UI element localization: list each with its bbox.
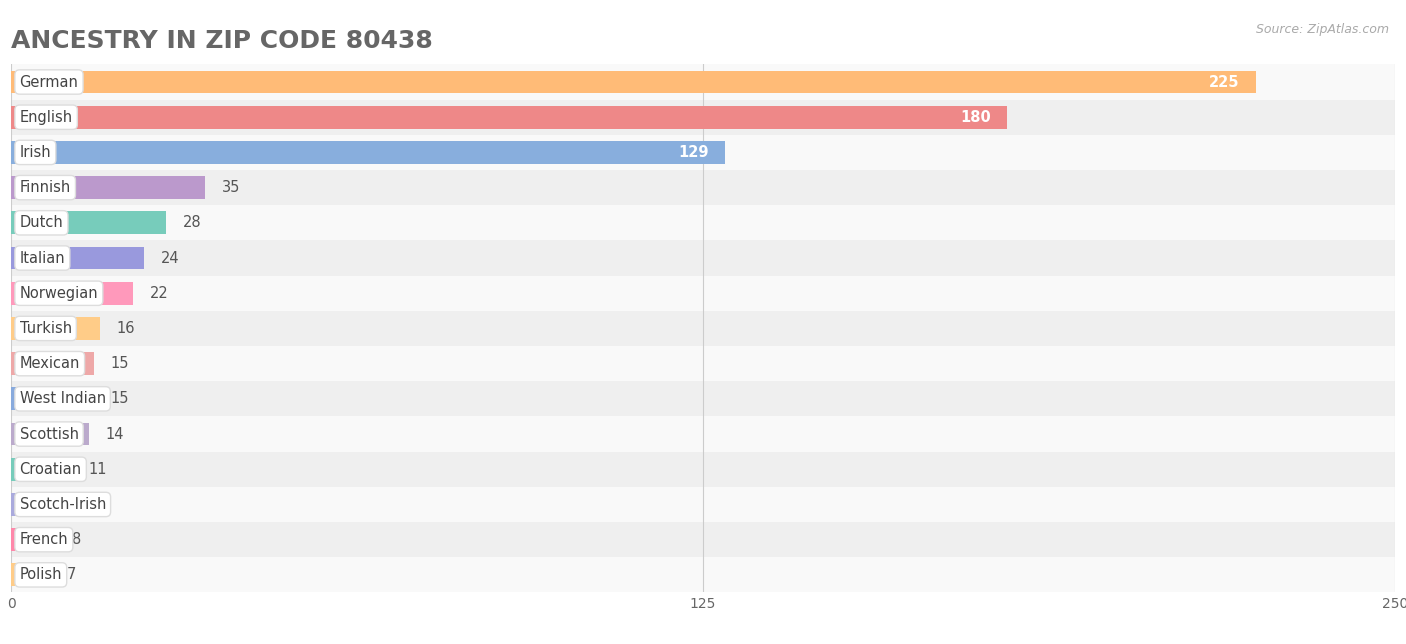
Text: Finnish: Finnish	[20, 180, 70, 195]
Bar	[11, 352, 94, 375]
Text: 15: 15	[111, 356, 129, 371]
Bar	[11, 211, 166, 234]
Text: 16: 16	[117, 321, 135, 336]
Text: ANCESTRY IN ZIP CODE 80438: ANCESTRY IN ZIP CODE 80438	[11, 29, 433, 53]
Text: French: French	[20, 532, 67, 547]
Bar	[11, 451, 1395, 487]
Text: Dutch: Dutch	[20, 215, 63, 231]
Bar	[11, 176, 205, 199]
Text: English: English	[20, 109, 73, 125]
Bar	[11, 64, 1395, 100]
Text: 15: 15	[111, 392, 129, 406]
Bar	[11, 422, 89, 446]
Bar	[11, 458, 72, 480]
Bar	[11, 346, 1395, 381]
Text: Scotch-Irish: Scotch-Irish	[20, 497, 105, 512]
Text: 28: 28	[183, 215, 201, 231]
Text: Source: ZipAtlas.com: Source: ZipAtlas.com	[1256, 23, 1389, 35]
Bar	[11, 71, 1257, 93]
Text: West Indian: West Indian	[20, 392, 105, 406]
Bar	[11, 311, 1395, 346]
Bar	[11, 276, 1395, 311]
Bar	[11, 205, 1395, 240]
Text: 35: 35	[222, 180, 240, 195]
Bar	[11, 564, 51, 586]
Bar	[11, 528, 55, 551]
Text: 24: 24	[160, 251, 180, 265]
Bar	[11, 141, 725, 164]
Text: Scottish: Scottish	[20, 426, 79, 442]
Bar	[11, 417, 1395, 451]
Text: 8: 8	[72, 532, 82, 547]
Text: 9: 9	[77, 497, 87, 512]
Bar	[11, 381, 1395, 417]
Text: 22: 22	[149, 286, 169, 301]
Text: Mexican: Mexican	[20, 356, 80, 371]
Text: Polish: Polish	[20, 567, 62, 582]
Text: Croatian: Croatian	[20, 462, 82, 477]
Bar	[11, 388, 94, 410]
Text: Irish: Irish	[20, 145, 51, 160]
Bar	[11, 487, 1395, 522]
Bar	[11, 247, 143, 269]
Bar	[11, 493, 60, 516]
Text: German: German	[20, 75, 79, 90]
Text: 14: 14	[105, 426, 124, 442]
Bar	[11, 317, 100, 340]
Bar	[11, 240, 1395, 276]
Text: 7: 7	[66, 567, 76, 582]
Text: 11: 11	[89, 462, 107, 477]
Bar	[11, 106, 1007, 129]
Bar	[11, 170, 1395, 205]
Bar	[11, 100, 1395, 135]
Text: 180: 180	[960, 109, 991, 125]
Bar	[11, 135, 1395, 170]
Text: Italian: Italian	[20, 251, 65, 265]
Text: 225: 225	[1209, 75, 1240, 90]
Text: 129: 129	[678, 145, 709, 160]
Bar	[11, 557, 1395, 592]
Text: Norwegian: Norwegian	[20, 286, 98, 301]
Bar	[11, 282, 134, 305]
Text: Turkish: Turkish	[20, 321, 72, 336]
Bar	[11, 522, 1395, 557]
